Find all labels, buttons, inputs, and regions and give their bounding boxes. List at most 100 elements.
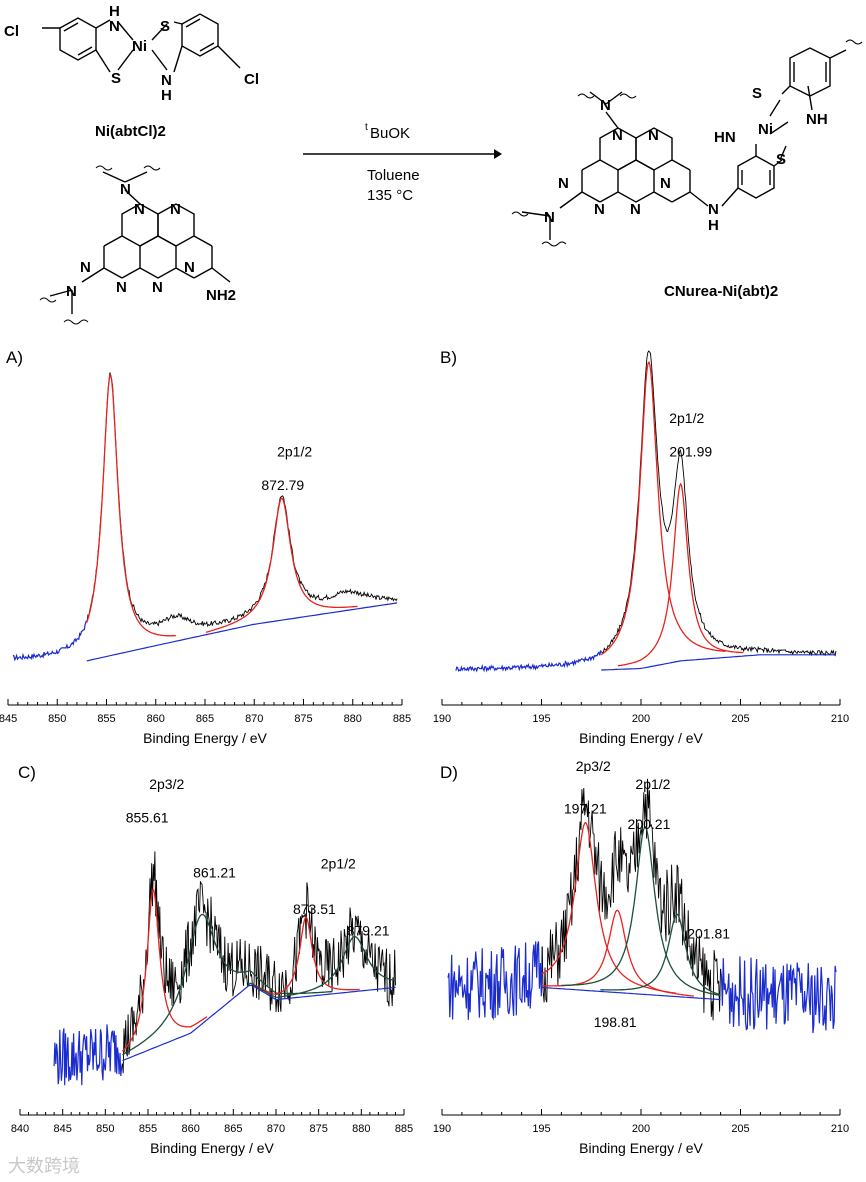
panel-c-panel-label: C) — [18, 763, 36, 782]
reagent-superscript: t — [365, 122, 368, 133]
h-atom: H — [161, 87, 172, 104]
panel-d-tick-label: 190 — [433, 1123, 451, 1135]
panel-d-peak-annotation: 201.81 — [687, 926, 730, 942]
panel-c-fit-peak-3 — [251, 916, 360, 996]
panel-a-tick-label: 870 — [245, 713, 263, 725]
panel-c-tick-label: 880 — [352, 1123, 370, 1135]
watermark: 大数跨境 — [8, 1156, 80, 1177]
n-atom: N — [612, 127, 623, 144]
panel-a-raw-spectrum — [86, 372, 398, 628]
solvent-label: Toluene — [367, 167, 420, 184]
panel-b-peak-annotation: 2p1/2 — [669, 410, 704, 426]
panel-d-tick-label: 195 — [532, 1123, 550, 1135]
panel-c-peak-annotation: 2p3/2 — [149, 776, 184, 792]
product-label: CNurea-Ni(abt)2 — [664, 283, 778, 300]
panel-c-x-axis-label: Binding Energy / eV — [150, 1140, 274, 1156]
panel-c-fit-peak-4 — [246, 936, 396, 999]
cl-atom: Cl — [4, 23, 19, 40]
panel-c-peak-annotation: 879.21 — [347, 923, 390, 939]
ni-atom: Ni — [758, 121, 773, 138]
panel-c-peak-annotation: 2p1/2 — [321, 855, 356, 871]
panel-b-tick-label: 200 — [632, 713, 650, 725]
panel-d-fit-peak-4 — [600, 913, 721, 996]
n-atom: N — [648, 127, 659, 144]
n-atom: N — [120, 181, 131, 198]
panel-c-baseline — [122, 984, 396, 1062]
panel-b-raw-signal-outer — [455, 649, 603, 673]
panel-c-peak-annotation: 855.61 — [126, 810, 169, 826]
panel-b-tick-label: 205 — [731, 713, 749, 725]
panel-d-peak-annotation: 198.81 — [594, 1014, 637, 1030]
panel-c-fit-peak-1 — [121, 888, 208, 1052]
panel-c-tick-label: 845 — [53, 1123, 71, 1135]
panel-c-peak-annotation: 873.51 — [293, 901, 336, 917]
panel-c-tick-label: 875 — [309, 1123, 327, 1135]
panel-c-tick-label: 870 — [267, 1123, 285, 1135]
s-atom: S — [111, 70, 121, 87]
panel-b-tick-label: 190 — [433, 713, 451, 725]
panel-a-tick-label: 885 — [393, 713, 411, 725]
n-atom: N — [558, 175, 569, 192]
reagent-label: BuOK — [370, 125, 410, 142]
n-atom: N — [66, 283, 77, 300]
panel-d-peak-annotation: 2p1/2 — [635, 776, 670, 792]
panel-c-raw-spectrum — [121, 851, 396, 1074]
n-atom: N — [660, 175, 671, 192]
panel-a-tick-label: 880 — [344, 713, 362, 725]
panel-a-x-axis-label: Binding Energy / eV — [143, 730, 267, 746]
panel-b-peak-annotation: 200.39 — [624, 340, 667, 341]
panel-d-peak-annotation: 200.21 — [628, 816, 671, 832]
panel-b-panel-label: B) — [440, 348, 457, 367]
panel-b-fit-peak-2 — [617, 482, 744, 667]
n-atom: N — [594, 201, 605, 218]
panel-b-peak-annotation: 201.99 — [669, 444, 712, 460]
reaction-scheme: Cl H N Ni S S N H Cl Ni(abtCl)2 N N N N … — [4, 3, 863, 325]
panel-c-tick-label: 855 — [139, 1123, 157, 1135]
n-atom: N — [80, 259, 91, 276]
n-atom: N — [630, 201, 641, 218]
ni-atom: Ni — [132, 38, 147, 55]
panel-a-tick-label: 850 — [48, 713, 66, 725]
panel-d-panel-label: D) — [440, 763, 458, 782]
panel-c-tick-label: 865 — [224, 1123, 242, 1135]
complex-label: Ni(abtCl)2 — [95, 123, 166, 140]
panel-d-peak-annotation: 2p3/2 — [576, 758, 611, 774]
cl-atom: Cl — [244, 71, 259, 88]
panel-c-peak-annotation: 861.21 — [193, 865, 236, 881]
n-atom: N — [544, 209, 555, 226]
panel-c-tick-label: 885 — [395, 1123, 413, 1135]
h-atom: H — [109, 3, 120, 20]
nh2-group: NH2 — [206, 287, 236, 304]
panel-d-tick-label: 200 — [632, 1123, 650, 1135]
panel-a-tick-label: 860 — [147, 713, 165, 725]
s-atom: S — [160, 18, 170, 35]
n-atom: N — [152, 279, 163, 296]
panel-b-baseline — [601, 654, 836, 671]
panel-a-tick-label: 865 — [196, 713, 214, 725]
panel-d-fit-peak-3 — [561, 826, 721, 997]
n-atom: N — [109, 18, 120, 35]
panel-a-tick-label: 875 — [294, 713, 312, 725]
panel-d-raw-signal-outer — [719, 956, 837, 1034]
h-atom: H — [708, 217, 719, 234]
panel-b-fit-peak-1 — [600, 361, 726, 656]
panel-a-panel-label: A) — [6, 348, 23, 367]
panel-c-tick-label: 840 — [11, 1123, 29, 1135]
n-atom: N — [184, 259, 195, 276]
s-atom: S — [776, 151, 786, 168]
panel-a-tick-label: 855 — [97, 713, 115, 725]
panel-d-tick-label: 205 — [731, 1123, 749, 1135]
n-atom: N — [170, 201, 181, 218]
n-atom: N — [161, 72, 172, 89]
panel-a-fit-peak-1 — [86, 373, 176, 637]
panel-d-tick-label: 210 — [831, 1123, 849, 1135]
n-atom: N — [600, 97, 611, 114]
panel-d-fit-peak-1 — [541, 821, 677, 994]
s-atom: S — [752, 85, 762, 102]
panel-b-x-axis-label: Binding Energy / eV — [579, 730, 703, 746]
panel-a-peak-annotation: 872.79 — [261, 477, 304, 493]
panel-c-raw-signal-outer — [53, 1024, 123, 1086]
panel-b-tick-label: 195 — [532, 713, 550, 725]
n-atom: N — [708, 201, 719, 218]
panel-a-raw-signal-outer — [12, 620, 88, 662]
